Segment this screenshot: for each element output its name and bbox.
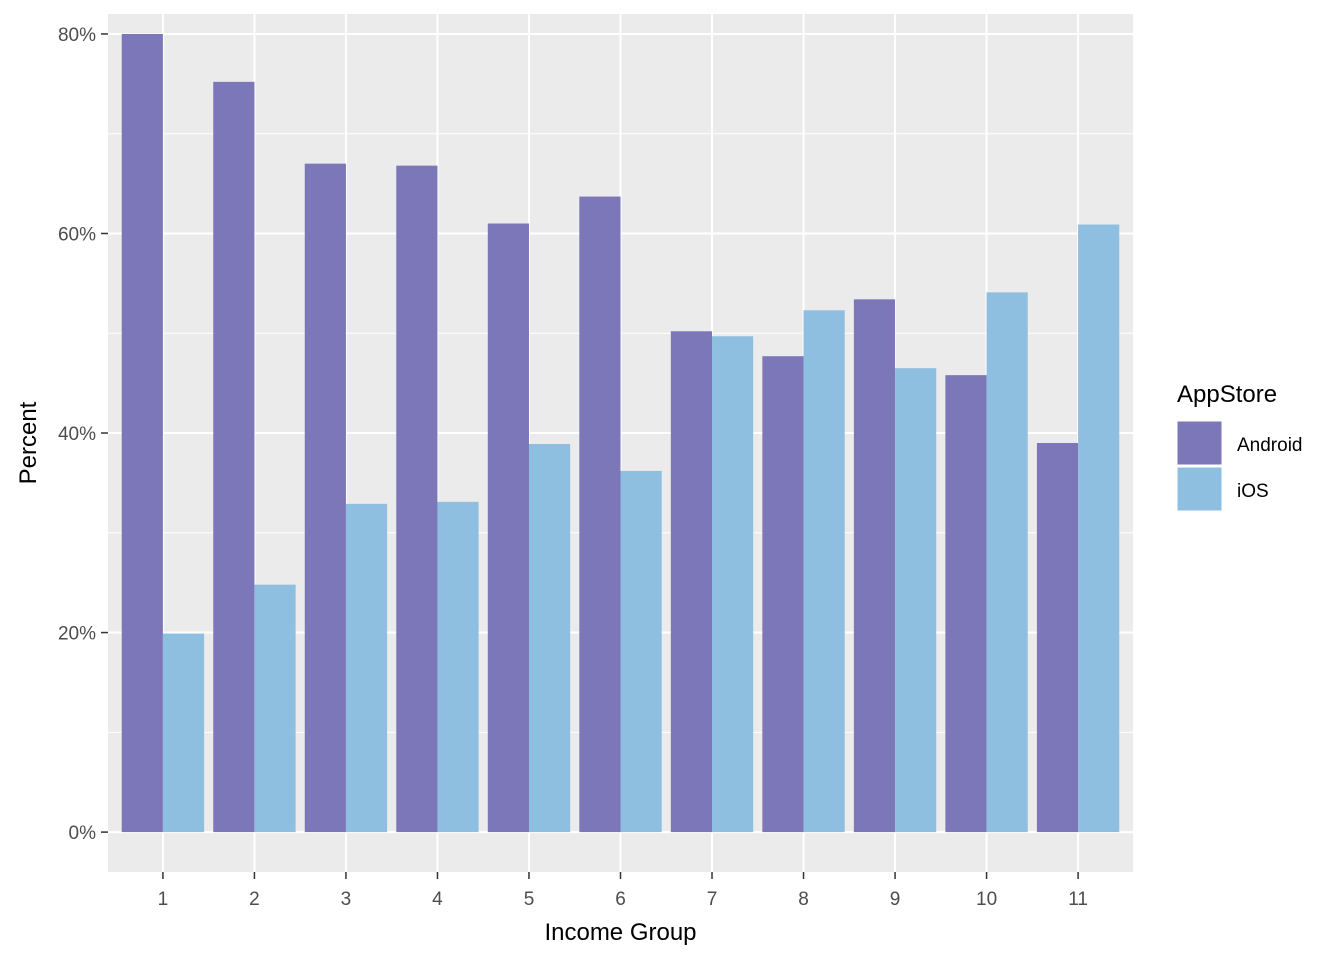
x-tick-label: 7 <box>707 889 718 910</box>
y-axis: 0% 20% 40% 60% 80% <box>58 25 108 844</box>
bar-android-8 <box>762 356 804 833</box>
x-tick-label: 6 <box>615 889 626 910</box>
bar-ios-5 <box>528 443 571 833</box>
bar-ios-2 <box>254 584 296 833</box>
bar-android-4 <box>396 165 438 833</box>
x-axis-title: Income Group <box>544 919 696 946</box>
y-axis-title: Percent <box>15 401 42 484</box>
x-tick-label: 5 <box>524 889 535 910</box>
legend-swatch-android <box>1176 420 1223 466</box>
bar-android-6 <box>579 196 621 833</box>
bar-android-11 <box>1036 443 1079 833</box>
bar-ios-10 <box>986 292 1028 833</box>
bars <box>121 33 1120 833</box>
bar-ios-1 <box>162 633 205 833</box>
bar-ios-8 <box>803 310 845 833</box>
legend: AppStore Android iOS <box>1176 381 1303 512</box>
bar-android-9 <box>853 299 896 833</box>
x-tick-label: 11 <box>1068 889 1088 910</box>
x-tick-label: 10 <box>976 889 997 910</box>
bar-ios-7 <box>712 336 754 833</box>
y-tick-label: 0% <box>69 823 97 844</box>
bar-ios-11 <box>1078 224 1120 833</box>
x-tick-label: 8 <box>798 889 809 910</box>
bar-android-2 <box>213 81 255 833</box>
bar-android-1 <box>121 33 163 833</box>
bar-android-10 <box>945 375 987 833</box>
y-tick-label: 60% <box>58 224 96 245</box>
y-tick-label: 20% <box>58 624 96 645</box>
bar-ios-3 <box>345 503 388 833</box>
legend-swatch-ios <box>1176 466 1223 512</box>
legend-label-android: Android <box>1237 435 1303 456</box>
x-tick-label: 3 <box>341 889 352 910</box>
x-tick-label: 1 <box>158 889 169 910</box>
y-tick-label: 80% <box>58 25 96 46</box>
legend-title: AppStore <box>1177 381 1277 408</box>
legend-label-ios: iOS <box>1237 481 1269 502</box>
bar-ios-4 <box>437 501 479 833</box>
x-tick-label: 2 <box>249 889 260 910</box>
x-axis: 1 2 3 4 5 6 7 8 9 10 11 <box>158 872 1088 910</box>
x-tick-label: 4 <box>432 889 443 910</box>
bar-ios-9 <box>895 368 937 833</box>
x-tick-label: 9 <box>890 889 901 910</box>
bar-android-5 <box>487 223 529 833</box>
bar-android-7 <box>670 331 713 833</box>
bar-ios-6 <box>620 470 662 833</box>
bar-android-3 <box>304 163 346 833</box>
y-tick-label: 40% <box>58 424 96 445</box>
